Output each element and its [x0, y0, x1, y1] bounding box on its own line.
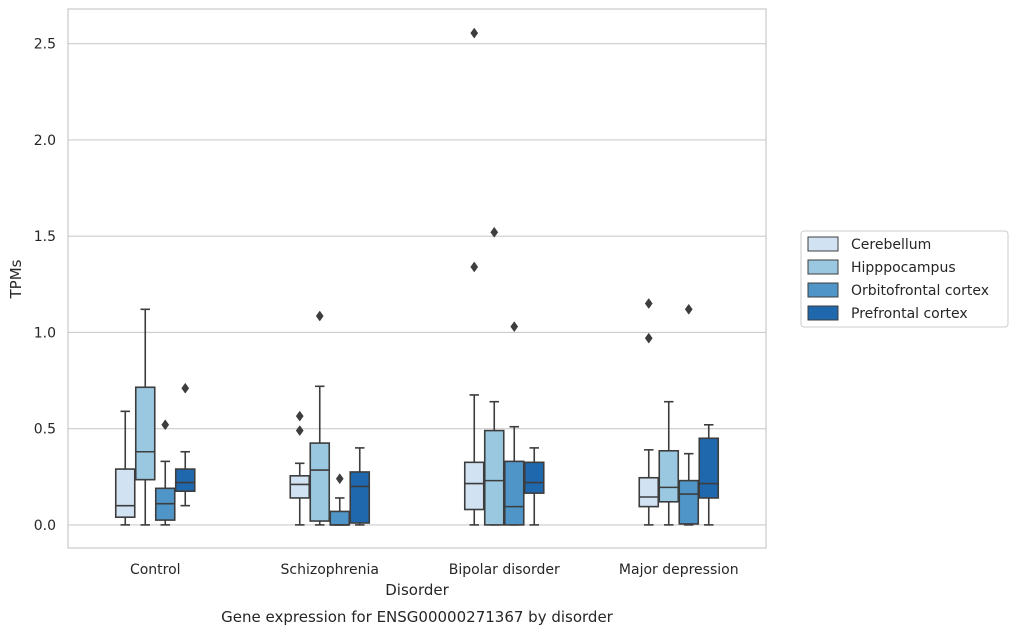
box-body	[349, 471, 371, 524]
y-tick-label: 0.0	[34, 518, 56, 534]
box-body	[114, 468, 136, 519]
legend: Cerebellum Hipppocampus Orbitofrontal cort…	[800, 230, 1009, 328]
box-body	[523, 461, 545, 494]
outlier-point	[295, 425, 304, 437]
box-group	[658, 400, 680, 526]
box-group	[349, 447, 371, 526]
box-body	[329, 510, 351, 526]
box-body	[309, 442, 331, 522]
legend-label: Prefrontal cortex	[851, 306, 968, 322]
box-body	[463, 461, 485, 511]
box-body	[483, 429, 505, 526]
x-tick-label: Schizophrenia	[281, 562, 379, 578]
box-group	[678, 303, 700, 526]
box-body	[503, 460, 525, 526]
box-group	[289, 410, 311, 526]
legend-swatch	[807, 259, 839, 275]
box-group	[309, 310, 331, 526]
legend-swatch	[807, 236, 839, 252]
plot-frame	[67, 8, 767, 549]
x-axis-label: Disorder	[385, 581, 449, 599]
box-plots	[114, 27, 720, 526]
box-group	[463, 27, 485, 526]
x-tick-label: Bipolar disorder	[449, 562, 560, 578]
outlier-point	[644, 332, 653, 344]
outlier-point	[315, 310, 324, 322]
box-body	[658, 449, 680, 503]
box-body	[134, 386, 156, 481]
outlier-point	[510, 321, 519, 333]
outlier-point	[335, 473, 344, 485]
chart-caption: Gene expression for ENSG00000271367 by d…	[221, 608, 614, 626]
legend-label: Hipppocampus	[851, 260, 956, 276]
y-tick-label: 1.5	[34, 229, 56, 245]
box-body	[698, 437, 720, 499]
x-tick-labels: Control Schizophrenia Bipolar disorder Majo…	[130, 562, 739, 578]
box-group	[329, 473, 351, 526]
outlier-point	[470, 261, 479, 273]
box-group	[114, 410, 136, 526]
y-tick-label: 2.0	[34, 133, 56, 149]
outlier-point	[684, 303, 693, 315]
y-tick-label: 2.5	[34, 37, 56, 53]
box-body	[174, 468, 196, 493]
outlier-point	[470, 27, 479, 39]
box-body	[289, 475, 311, 499]
box-group	[638, 298, 660, 526]
box-group	[483, 226, 505, 526]
y-axis-label: TPMs	[7, 259, 25, 299]
y-tick-label: 0.5	[34, 422, 56, 438]
box-group	[154, 419, 176, 526]
box-group	[174, 382, 196, 507]
outlier-point	[181, 382, 190, 394]
legend-frame	[800, 230, 1009, 328]
x-tick-label: Control	[130, 562, 181, 578]
box-group	[523, 447, 545, 526]
box-body	[678, 479, 700, 525]
outlier-point	[644, 298, 653, 309]
y-tick-label: 1.0	[34, 325, 56, 341]
y-tick-labels: 0.0 0.5 1.0 1.5 2.0 2.5	[34, 37, 56, 534]
x-tick-label: Major depression	[619, 562, 739, 578]
outlier-point	[161, 419, 170, 431]
box-group	[698, 423, 720, 526]
legend-label: Cerebellum	[851, 237, 931, 253]
legend-swatch	[807, 282, 839, 298]
outlier-point	[295, 410, 304, 422]
legend-swatch	[807, 305, 839, 321]
legend-label: Orbitofrontal cortex	[851, 283, 989, 299]
box-group	[134, 308, 156, 526]
box-group	[503, 321, 525, 526]
box-body	[638, 476, 660, 508]
outlier-point	[490, 226, 499, 238]
